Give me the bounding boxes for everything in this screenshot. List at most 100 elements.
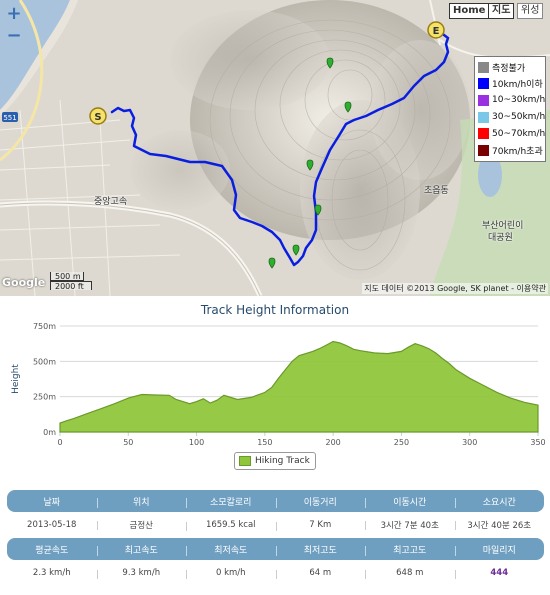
speed-legend-row: 30~50km/h <box>478 109 546 126</box>
speed-legend-swatch <box>478 111 489 123</box>
speed-legend-swatch <box>478 144 489 156</box>
scale-metric: 500 m <box>50 272 84 281</box>
stat-header-location: 위치 <box>96 495 187 508</box>
speed-legend-label: 10km/h이하 <box>492 80 543 91</box>
speed-legend: 측정불가 10km/h이하 10~30km/h 30~50km/h 50~70km/h 7… <box>474 56 546 162</box>
end-marker[interactable]: E <box>427 21 445 39</box>
google-logo: Google <box>2 276 46 289</box>
y-tick-label: 250m <box>33 393 56 402</box>
speed-legend-label: 10~30km/h <box>492 95 546 106</box>
stats-header-row-2: 평균속도 최고속도 최저속도 최저고도 최고고도 마일리지 <box>7 538 544 560</box>
y-tick-label: 500m <box>33 357 56 366</box>
chart-title: Track Height Information <box>200 303 350 317</box>
speed-legend-row: 70km/h초과 <box>478 142 543 159</box>
stat-header-calories: 소모칼로리 <box>186 495 276 508</box>
stat-header-avg-speed: 평균속도 <box>35 545 69 556</box>
maptype-home-button[interactable]: Home <box>449 3 490 19</box>
map-attribution[interactable]: 지도 데이터 ©2013 Google, SK planet - 이용약관 <box>362 283 548 294</box>
place-label-childrens-park-1: 부산어린이 <box>482 221 524 231</box>
stat-value-max-altitude: 648 m <box>365 568 455 579</box>
zoom-out-button[interactable]: − <box>6 25 22 46</box>
maptype-satellite-button[interactable]: 위성 <box>517 3 544 19</box>
stat-value-min-speed: 0 km/h <box>186 568 276 579</box>
stat-header-distance: 이동거리 <box>275 495 366 508</box>
speed-legend-swatch <box>478 78 489 90</box>
stat-value-min-altitude: 64 m <box>275 568 366 579</box>
waypoint-marker[interactable] <box>326 57 334 69</box>
stat-value-mileage[interactable]: 444 <box>454 568 545 579</box>
place-label-childrens-park-2: 대공원 <box>488 233 513 243</box>
speed-legend-label: 측정불가 <box>492 63 526 74</box>
stat-header-moving-time: 이동시간 <box>365 495 455 508</box>
speed-legend-label: 50~70km/h <box>492 128 546 139</box>
y-axis-label: Height <box>11 364 21 394</box>
speed-legend-label: 30~50km/h <box>492 112 546 123</box>
speed-legend-row: 10~30km/h <box>478 92 546 109</box>
stat-header-max-altitude: 최고고도 <box>365 543 455 556</box>
stat-header-total-time: 소요시간 <box>454 495 545 508</box>
speed-legend-row: 10km/h이하 <box>478 76 543 93</box>
stat-header-min-altitude: 최저고도 <box>275 543 366 556</box>
stat-value-moving-time: 3시간 7분 40초 <box>365 519 455 531</box>
stat-value-total-time: 3시간 40분 26초 <box>454 519 545 531</box>
chart-legend-item[interactable]: Hiking Track <box>234 452 316 470</box>
y-tick-label: 0m <box>43 428 56 437</box>
stat-value-distance: 7 Km <box>275 520 366 531</box>
x-tick-label: 100 <box>189 438 204 447</box>
stat-value-avg-speed: 2.3 km/h <box>32 568 71 578</box>
stat-header-mileage: 마일리지 <box>454 543 545 556</box>
x-tick-label: 350 <box>530 438 545 447</box>
x-tick-label: 300 <box>462 438 477 447</box>
x-tick-label: 0 <box>57 438 62 447</box>
stat-header-max-speed: 최고속도 <box>96 543 187 556</box>
y-tick-label: 750m <box>33 322 56 331</box>
svg-text:E: E <box>433 26 440 37</box>
x-tick-label: 50 <box>123 438 133 447</box>
height-chart-panel: Track Height Information 0m 250m 500m 750m 0… <box>0 296 550 476</box>
height-area-series <box>59 340 539 433</box>
x-tick-label: 200 <box>326 438 341 447</box>
chart-legend-swatch <box>239 456 251 466</box>
maptype-map-button[interactable]: 지도 <box>488 3 515 19</box>
reservoir <box>478 153 502 197</box>
waypoint-marker[interactable] <box>306 159 314 171</box>
start-marker[interactable]: S <box>89 107 107 125</box>
road-shield-label: 551 <box>3 114 16 122</box>
river <box>0 0 70 110</box>
svg-text:S: S <box>94 112 101 123</box>
waypoint-marker[interactable] <box>344 101 352 113</box>
speed-legend-swatch <box>478 94 489 106</box>
scale-imperial: 2000 ft <box>50 281 92 291</box>
waypoint-group <box>268 57 352 269</box>
speed-legend-swatch <box>478 128 489 140</box>
waypoint-marker[interactable] <box>268 257 276 269</box>
stat-value-location: 금정산 <box>96 519 187 531</box>
chart-legend-label: Hiking Track <box>255 456 310 466</box>
speed-legend-row: 50~70km/h <box>478 125 546 142</box>
stats-value-row-1: 2013-05-18 금정산 1659.5 kcal 7 Km 3시간 7분 4… <box>7 512 544 538</box>
stats-value-row-2: 2.3 km/h 9.3 km/h 0 km/h 64 m 648 m 444 <box>7 560 544 586</box>
x-tick-label: 250 <box>394 438 409 447</box>
speed-legend-swatch <box>478 61 489 73</box>
x-tick-label: 150 <box>257 438 272 447</box>
zoom-in-button[interactable]: + <box>6 3 22 24</box>
terrain-map-background: 551 S E <box>0 0 550 296</box>
stats-table: 날짜 위치 소모칼로리 이동거리 이동시간 소요시간 2013-05-18 금정… <box>7 490 544 586</box>
hiking-track-line <box>110 26 450 267</box>
stat-header-min-speed: 최저속도 <box>186 543 276 556</box>
map-scale: 500 m 2000 ft <box>50 272 92 291</box>
road-shield <box>2 112 18 122</box>
waypoint-marker[interactable] <box>314 204 322 216</box>
stats-header-row-1: 날짜 위치 소모칼로리 이동거리 이동시간 소요시간 <box>7 490 544 512</box>
route-map[interactable]: 551 S E + − Home 지도 위성 측정불가 10km/h이하 10~30… <box>0 0 550 296</box>
place-label-expressway: 중앙고속 <box>94 197 128 207</box>
stat-value-calories: 1659.5 kcal <box>186 520 276 531</box>
waypoint-marker[interactable] <box>292 244 300 256</box>
stat-header-date: 날짜 <box>43 497 61 508</box>
speed-legend-label: 70km/h초과 <box>492 146 543 157</box>
stat-value-max-speed: 9.3 km/h <box>96 568 187 579</box>
speed-legend-row: 측정불가 <box>478 59 542 76</box>
stat-value-date: 2013-05-18 <box>27 520 77 530</box>
place-label-choeup-dong: 초읍동 <box>424 186 449 196</box>
height-chart: 0m 250m 500m 750m 0 50 100 150 200 250 300 350 Heigh… <box>11 322 546 447</box>
